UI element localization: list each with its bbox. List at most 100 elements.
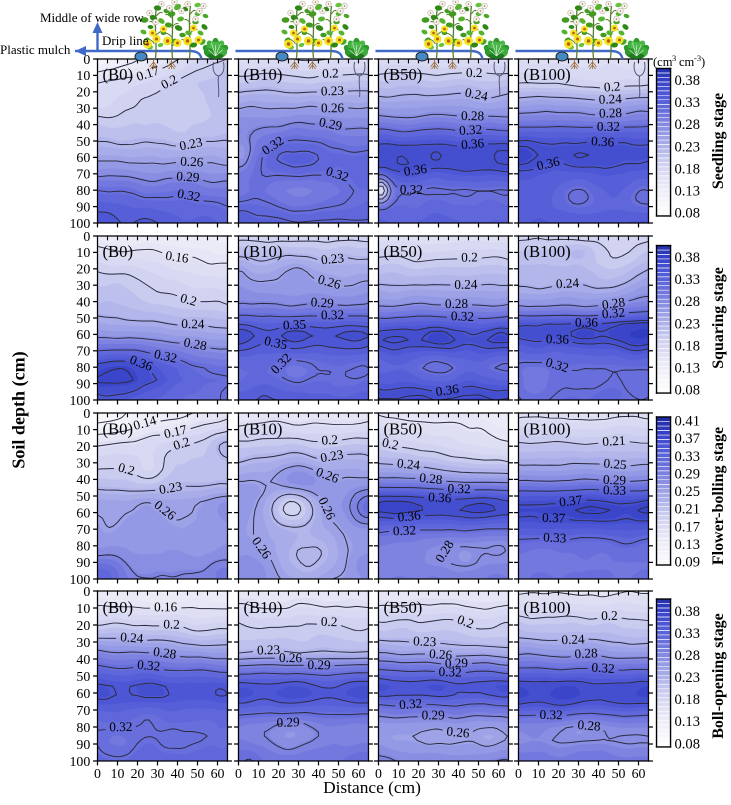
svg-text:0.21: 0.21 bbox=[602, 433, 626, 449]
svg-text:20: 20 bbox=[76, 263, 90, 278]
svg-text:20: 20 bbox=[412, 767, 426, 782]
svg-text:(cm: (cm bbox=[653, 55, 673, 69]
svg-text:0.32: 0.32 bbox=[544, 354, 570, 375]
svg-text:0.18: 0.18 bbox=[675, 338, 701, 354]
svg-text:50: 50 bbox=[76, 490, 90, 505]
svg-text:10: 10 bbox=[252, 767, 266, 782]
svg-text:0.41: 0.41 bbox=[675, 414, 701, 430]
svg-text:0.32: 0.32 bbox=[137, 657, 161, 674]
svg-text:0.32: 0.32 bbox=[540, 707, 563, 722]
svg-text:20: 20 bbox=[76, 619, 90, 634]
svg-text:0.36: 0.36 bbox=[546, 331, 570, 347]
svg-text:0.28: 0.28 bbox=[445, 296, 469, 311]
svg-text:0.26: 0.26 bbox=[429, 646, 454, 663]
svg-text:0.23: 0.23 bbox=[675, 316, 701, 332]
svg-text:0.36: 0.36 bbox=[128, 352, 155, 374]
svg-text:0.26: 0.26 bbox=[314, 464, 341, 486]
svg-text:30: 30 bbox=[76, 636, 90, 651]
svg-text:0.18: 0.18 bbox=[675, 692, 701, 708]
svg-text:0.28: 0.28 bbox=[574, 645, 598, 661]
svg-text:3: 3 bbox=[672, 53, 676, 63]
svg-text:0.23: 0.23 bbox=[319, 447, 345, 466]
svg-text:Seedling stage: Seedling stage bbox=[710, 93, 727, 189]
svg-text:Boll-opening stage: Boll-opening stage bbox=[710, 613, 727, 739]
svg-text:60: 60 bbox=[632, 767, 646, 782]
svg-text:10: 10 bbox=[76, 423, 90, 438]
svg-text:0.33: 0.33 bbox=[675, 626, 701, 642]
svg-text:(B0): (B0) bbox=[103, 65, 134, 84]
svg-text:20: 20 bbox=[272, 767, 286, 782]
svg-text:0.24: 0.24 bbox=[598, 91, 622, 107]
svg-text:0.24: 0.24 bbox=[561, 631, 585, 647]
svg-text:0.37: 0.37 bbox=[675, 431, 701, 447]
svg-text:0.13: 0.13 bbox=[675, 714, 701, 730]
svg-text:(B50): (B50) bbox=[384, 598, 423, 617]
svg-text:0.32: 0.32 bbox=[393, 522, 417, 538]
svg-text:0.23: 0.23 bbox=[257, 642, 281, 658]
svg-text:0.26: 0.26 bbox=[180, 153, 204, 169]
svg-text:0.36: 0.36 bbox=[591, 133, 615, 149]
svg-text:0: 0 bbox=[94, 767, 101, 782]
svg-text:0.32: 0.32 bbox=[591, 660, 615, 677]
svg-text:Distance (cm): Distance (cm) bbox=[323, 778, 421, 797]
svg-text:0.23: 0.23 bbox=[178, 134, 204, 153]
svg-text:50: 50 bbox=[191, 767, 205, 782]
svg-text:0.28: 0.28 bbox=[601, 294, 626, 312]
svg-text:0.25: 0.25 bbox=[603, 455, 628, 472]
svg-text:0.28: 0.28 bbox=[152, 644, 177, 662]
svg-text:(B50): (B50) bbox=[384, 419, 423, 438]
svg-text:0.2: 0.2 bbox=[163, 616, 180, 631]
svg-text:20: 20 bbox=[131, 767, 145, 782]
svg-text:0: 0 bbox=[83, 53, 90, 68]
svg-text:0.37: 0.37 bbox=[542, 510, 566, 526]
svg-text:0.16: 0.16 bbox=[154, 599, 178, 614]
svg-text:0.29: 0.29 bbox=[422, 707, 446, 722]
svg-text:0.33: 0.33 bbox=[543, 529, 567, 545]
svg-text:40: 40 bbox=[312, 767, 326, 782]
svg-text:0.23: 0.23 bbox=[675, 670, 701, 686]
svg-text:10: 10 bbox=[392, 767, 406, 782]
svg-text:0: 0 bbox=[515, 767, 522, 782]
svg-text:40: 40 bbox=[76, 653, 90, 668]
svg-text:0.14: 0.14 bbox=[132, 412, 159, 433]
svg-text:(B100): (B100) bbox=[524, 598, 571, 617]
svg-text:0: 0 bbox=[83, 407, 90, 422]
svg-text:0.2: 0.2 bbox=[171, 434, 191, 453]
svg-text:0: 0 bbox=[375, 767, 382, 782]
svg-text:90: 90 bbox=[76, 738, 90, 753]
svg-text:0.29: 0.29 bbox=[445, 655, 469, 671]
svg-text:60: 60 bbox=[492, 767, 506, 782]
svg-text:(B100): (B100) bbox=[524, 65, 571, 84]
svg-text:0.24: 0.24 bbox=[555, 275, 579, 292]
svg-text:0.23: 0.23 bbox=[320, 250, 345, 267]
svg-text:Middle of wide row: Middle of wide row bbox=[40, 10, 144, 25]
svg-text:Soil depth (cm): Soil depth (cm) bbox=[8, 351, 29, 468]
svg-text:90: 90 bbox=[76, 377, 90, 392]
svg-text:0.28: 0.28 bbox=[599, 105, 623, 121]
svg-text:0: 0 bbox=[235, 767, 242, 782]
svg-text:(B10): (B10) bbox=[244, 242, 283, 261]
svg-text:0.36: 0.36 bbox=[535, 153, 561, 173]
svg-text:40: 40 bbox=[452, 767, 466, 782]
svg-text:80: 80 bbox=[76, 721, 90, 736]
svg-text:0.28: 0.28 bbox=[183, 334, 209, 353]
svg-text:0.18: 0.18 bbox=[675, 161, 701, 177]
svg-text:60: 60 bbox=[76, 687, 90, 702]
svg-text:10: 10 bbox=[76, 246, 90, 261]
svg-text:30: 30 bbox=[292, 767, 306, 782]
svg-text:0.17: 0.17 bbox=[134, 62, 161, 84]
svg-text:0.37: 0.37 bbox=[558, 492, 583, 510]
svg-text:(B0): (B0) bbox=[103, 419, 134, 438]
svg-text:100: 100 bbox=[69, 394, 90, 409]
svg-text:0.29: 0.29 bbox=[318, 114, 344, 133]
svg-text:10: 10 bbox=[532, 767, 546, 782]
svg-text:0.2: 0.2 bbox=[321, 614, 338, 630]
svg-text:30: 30 bbox=[76, 457, 90, 472]
svg-text:50: 50 bbox=[332, 767, 346, 782]
svg-text:0.33: 0.33 bbox=[675, 449, 701, 465]
svg-text:0.35: 0.35 bbox=[283, 317, 307, 333]
svg-text:0.26: 0.26 bbox=[321, 100, 345, 115]
svg-text:40: 40 bbox=[76, 295, 90, 310]
svg-text:0.23: 0.23 bbox=[158, 478, 184, 497]
svg-text:0.21: 0.21 bbox=[675, 502, 701, 518]
